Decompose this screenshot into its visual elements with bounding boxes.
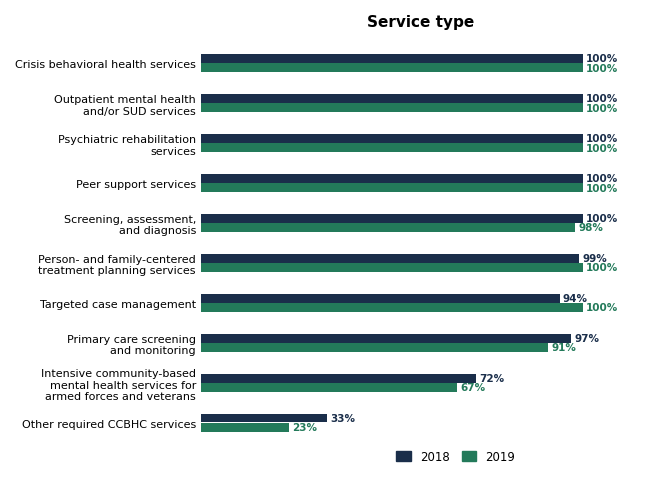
Bar [202,184,583,192]
Bar [202,104,583,113]
Text: 100%: 100% [586,214,618,224]
Bar [202,64,583,73]
Text: 100%: 100% [586,174,618,184]
Bar [202,55,583,64]
Text: 94%: 94% [563,294,588,304]
Bar [202,294,560,303]
Legend: 2018, 2019: 2018, 2019 [392,445,520,467]
Bar [202,304,583,312]
Text: 23%: 23% [292,422,317,432]
Text: 100%: 100% [586,183,618,193]
Text: 100%: 100% [586,94,618,104]
Text: 100%: 100% [586,55,618,64]
Text: 97%: 97% [574,334,599,344]
Bar [202,95,583,104]
Text: 100%: 100% [586,263,618,273]
Bar [202,383,457,392]
Bar [202,414,328,423]
Text: 100%: 100% [586,64,618,74]
Bar [202,175,583,183]
Text: 33%: 33% [330,413,355,423]
Title: Service type: Service type [367,15,474,30]
Text: 99%: 99% [582,254,607,264]
Text: 67%: 67% [460,383,485,392]
Bar [202,214,583,223]
Bar [202,343,548,352]
Bar [202,255,579,263]
Text: 100%: 100% [586,103,618,113]
Bar [202,144,583,153]
Bar [202,334,571,343]
Text: 72%: 72% [479,373,504,383]
Bar [202,423,289,432]
Bar [202,223,575,232]
Bar [202,374,476,383]
Text: 100%: 100% [586,143,618,153]
Text: 100%: 100% [586,303,618,313]
Text: 91%: 91% [552,343,576,353]
Bar [202,135,583,143]
Bar [202,264,583,272]
Text: 98%: 98% [578,223,603,233]
Text: 100%: 100% [586,134,618,144]
